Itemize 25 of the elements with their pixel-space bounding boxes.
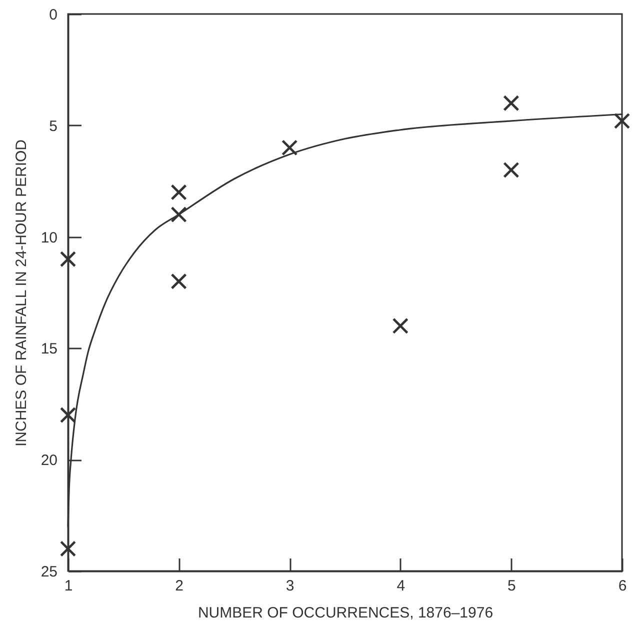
point	[60, 250, 76, 268]
point	[503, 95, 520, 112]
x-tick-label: 6	[618, 578, 627, 594]
point	[392, 318, 408, 334]
point	[614, 112, 630, 130]
x-tick-label: 3	[286, 578, 294, 594]
x-tick-label: 4	[396, 578, 406, 594]
y-tick-label: 5	[49, 118, 58, 135]
point	[170, 206, 187, 223]
point	[170, 184, 187, 200]
x-tick-label: 1	[64, 578, 73, 594]
x-tick-label: 5	[508, 578, 516, 594]
y-tick-label: 25	[40, 564, 58, 580]
x-tick-label: 2	[175, 578, 184, 594]
point	[60, 540, 76, 557]
point	[503, 162, 520, 178]
point	[282, 140, 298, 156]
y-axis-title: INCHES OF RAINFALL IN 24-HOUR PERIOD	[12, 139, 30, 447]
x-axis-title: NUMBER OF OCCURRENCES, 1876–1976	[198, 604, 494, 622]
y-tick-label: 20	[40, 452, 58, 470]
y-tick-label: 15	[40, 340, 58, 358]
y-tick-label: 0	[49, 6, 58, 24]
point	[60, 406, 76, 424]
y-tick-label: 10	[40, 229, 58, 246]
point	[170, 273, 187, 290]
